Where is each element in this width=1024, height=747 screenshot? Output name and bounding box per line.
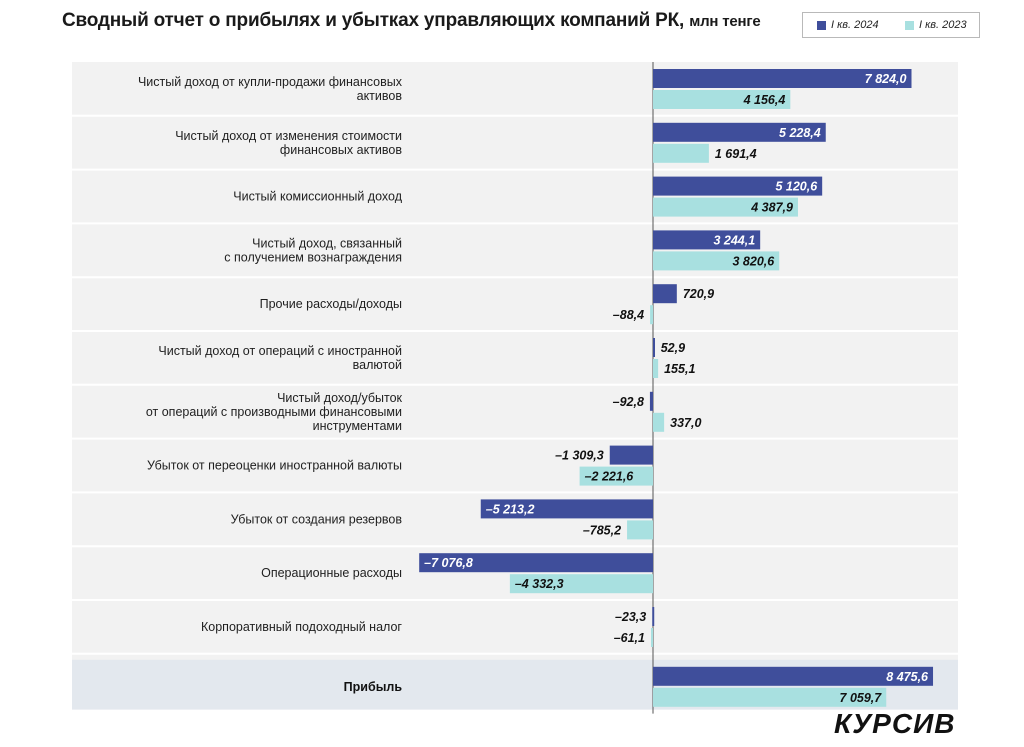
bar-series-1	[649, 391, 653, 411]
data-label-series-1: 5 228,4	[779, 126, 821, 140]
data-label-series-2: –61,1	[614, 631, 645, 645]
data-label-series-2: 1 691,4	[715, 147, 757, 161]
category-label: Чистый доход/убыток	[277, 391, 402, 405]
legend-item-series-2: I кв. 2023	[905, 19, 967, 31]
category-label: Операционные расходы	[261, 566, 402, 580]
bar-series-2	[653, 251, 780, 271]
bar-series-2	[653, 687, 887, 707]
category-label: финансовых активов	[280, 143, 402, 157]
data-label-series-2: 4 387,9	[750, 201, 793, 215]
category-label: Чистый комиссионный доход	[233, 190, 402, 204]
bar-series-1	[609, 445, 653, 465]
bar-series-2	[653, 90, 791, 109]
data-label-series-2: –785,2	[583, 523, 621, 537]
data-label-series-2: 155,1	[664, 362, 695, 376]
category-label: валютой	[353, 358, 402, 372]
data-label-series-1: 5 120,6	[775, 180, 818, 194]
category-label: Прочие расходы/доходы	[260, 297, 402, 311]
bar-series-2	[579, 466, 653, 486]
category-label: Чистый доход от изменения стоимости	[175, 129, 402, 143]
data-label-series-1: 3 244,1	[713, 233, 755, 247]
bar-series-1	[653, 176, 823, 196]
chart-title-unit: млн тенге	[689, 13, 761, 30]
category-label: от операций с производными финансовыми	[146, 405, 402, 419]
data-label-series-1: –7 076,8	[424, 556, 473, 570]
data-label-series-2: –88,4	[613, 308, 644, 322]
chart-title: Сводный отчет о прибылях и убытках управ…	[62, 10, 761, 32]
data-label-series-2: 337,0	[670, 416, 701, 430]
data-label-series-1: 8 475,6	[886, 670, 929, 684]
chart-title-text: Сводный отчет о прибылях и убытках управ…	[62, 10, 685, 31]
data-label-series-1: –5 213,2	[486, 502, 535, 516]
category-label: инструментами	[313, 419, 402, 433]
category-label: Прибыль	[344, 680, 403, 694]
data-label-series-1: –23,3	[615, 610, 646, 624]
category-label: с получением вознаграждения	[224, 250, 402, 264]
bar-series-2	[653, 412, 665, 432]
bar-series-1	[653, 666, 934, 686]
bar-series-1	[653, 284, 677, 304]
data-label-series-1: 720,9	[683, 287, 714, 301]
category-label: Убыток от создания резервов	[231, 512, 403, 526]
category-label: Чистый доход от операций с иностранной	[158, 344, 402, 358]
category-label: Чистый доход, связанный	[252, 236, 402, 250]
legend-swatch-series-1	[817, 20, 826, 30]
kursiv-logo: КУРСИВ	[834, 708, 956, 739]
category-label: Чистый доход от купли-продажи финансовых	[138, 75, 403, 89]
data-label-series-1: –1 309,3	[555, 449, 604, 463]
legend-label-series-1: I кв. 2024	[831, 19, 879, 31]
bar-series-2	[653, 143, 709, 163]
bar-series-2	[650, 305, 653, 325]
bar-series-1	[480, 499, 653, 519]
bar-series-1	[653, 69, 912, 88]
bar-series-2	[509, 574, 653, 594]
category-label: Убыток от переоценки иностранной валюты	[147, 459, 402, 473]
legend-label-series-2: I кв. 2023	[919, 19, 967, 31]
bar-series-1	[653, 338, 655, 357]
bar-series-1	[419, 553, 653, 573]
data-label-series-1: –92,8	[613, 395, 644, 409]
category-label: Корпоративный подоходный налог	[201, 620, 402, 634]
bar-series-2	[650, 628, 653, 647]
bar-series-2	[627, 520, 653, 540]
data-label-series-2: 3 820,6	[733, 254, 776, 268]
bar-series-2	[653, 197, 798, 217]
data-label-series-1: 52,9	[661, 341, 685, 355]
data-label-series-2: –2 221,6	[585, 470, 635, 484]
data-label-series-2: 7 059,7	[840, 691, 883, 705]
data-label-series-2: –4 332,3	[515, 577, 564, 591]
legend: I кв. 2024 I кв. 2023	[802, 12, 980, 38]
bar-series-2	[653, 359, 659, 378]
bar-series-1	[653, 122, 826, 142]
bar-series-1	[653, 230, 761, 250]
legend-swatch-series-2	[905, 20, 914, 30]
legend-item-series-1: I кв. 2024	[817, 19, 879, 31]
data-label-series-2: 4 156,4	[743, 93, 786, 107]
bar-series-1	[652, 607, 655, 626]
data-label-series-1: 7 824,0	[865, 72, 907, 86]
category-label: активов	[357, 89, 403, 103]
